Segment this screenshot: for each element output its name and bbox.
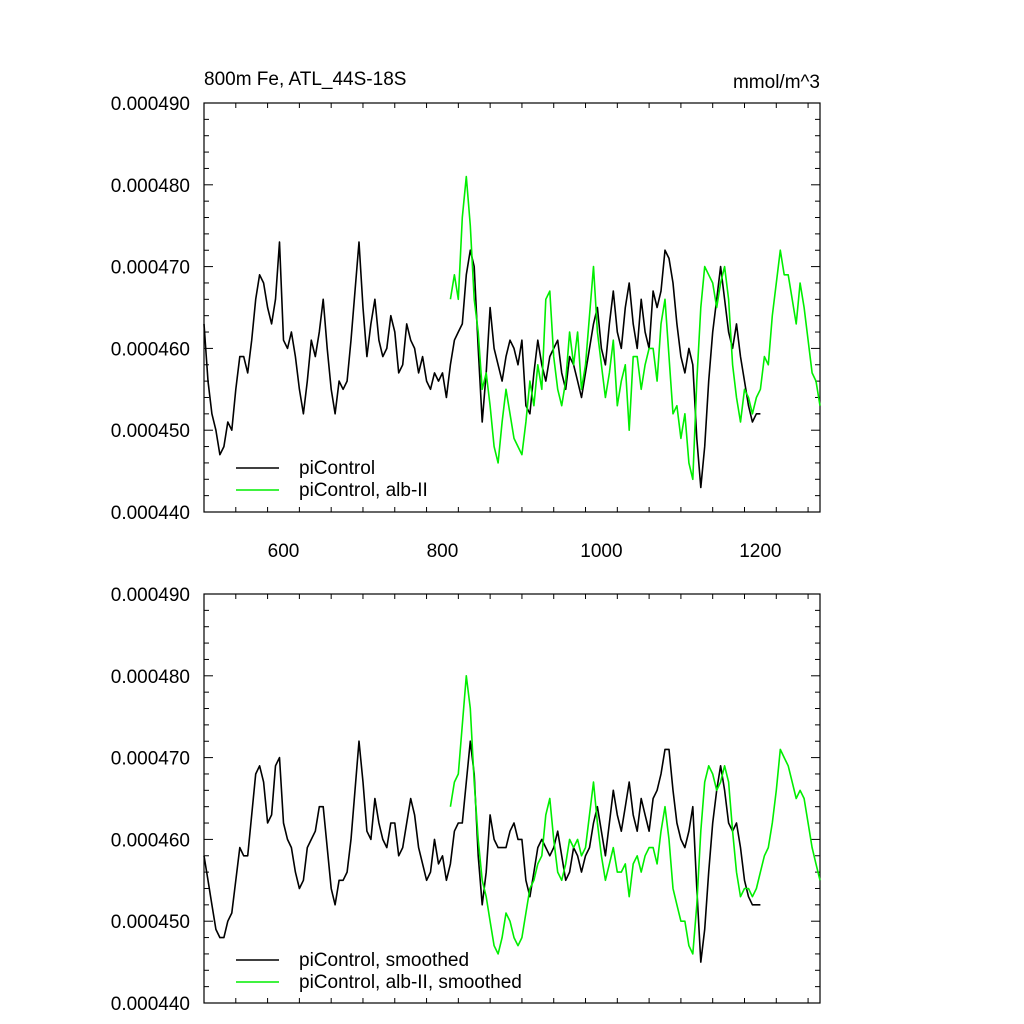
bottom-panel: 0.000440 0.000450 0.000460 0.000470 0.000480…: [111, 585, 821, 1015]
series-line-alb-ii: [449, 175, 821, 481]
series-lines: [203, 175, 821, 489]
y-tick-label: 0.000450: [111, 912, 190, 933]
legend-label: piControl, alb-II: [299, 480, 428, 501]
chart-title: 800m Fe, ATL_44S-18S: [204, 69, 406, 90]
y-tick-label: 0.000490: [111, 585, 190, 606]
units-label: mmol/m^3: [733, 72, 820, 93]
top-panel: 800m Fe, ATL_44S-18S mmol/m^3 0.0004400.…: [111, 69, 821, 562]
plot-frame: [203, 593, 821, 1004]
y-tick-label: 0.000460: [111, 830, 190, 851]
series-line-picontrol: [203, 241, 761, 489]
x-tick-label: 1000: [580, 541, 622, 562]
y-tick-label: 0.000450: [111, 421, 190, 442]
y-ticks: 0.000440 0.000450 0.000460 0.000470 0.000480…: [111, 585, 820, 1015]
x-ticks: 600 800 1000 1200: [203, 103, 809, 562]
series-lines: [203, 674, 821, 963]
y-tick-label: 0.000440: [111, 994, 190, 1015]
legend-label: piControl, alb-II, smoothed: [299, 972, 522, 993]
y-tick-label: 0.000470: [111, 258, 190, 279]
series-line-alb-ii: [449, 674, 821, 955]
plot-frame: [203, 102, 821, 513]
y-tick-label: 0.000480: [111, 176, 190, 197]
x-tick-label: 800: [427, 541, 459, 562]
series-line-picontrol: [203, 740, 761, 963]
x-ticks: [203, 594, 809, 1003]
y-ticks: 0.000440 0.000450 0.000460 0.000470 0.000480…: [111, 94, 820, 524]
y-tick-label: 0.000460: [111, 339, 190, 360]
x-tick-label: 1200: [739, 541, 781, 562]
y-tick-label: 0.000480: [111, 667, 190, 688]
y-tick-label: 0.000440: [111, 503, 190, 524]
legend-label: piControl: [299, 458, 375, 479]
y-tick-label: 0.000470: [111, 749, 190, 770]
x-tick-label: 600: [268, 541, 300, 562]
legend-label: piControl, smoothed: [299, 950, 469, 971]
y-tick-label: 0.000490: [111, 94, 190, 115]
